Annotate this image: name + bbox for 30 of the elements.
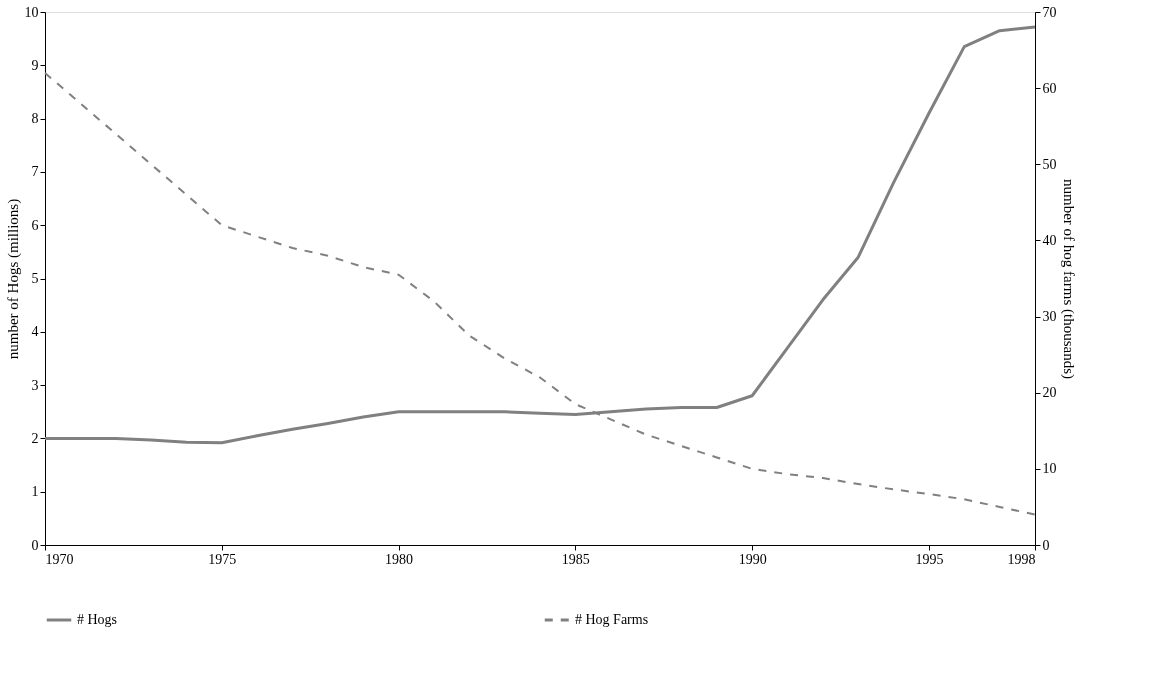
y-tick-label: 10 xyxy=(24,4,39,20)
y2-tick-label: 10 xyxy=(1042,461,1057,477)
y2-tick-label: 40 xyxy=(1042,232,1057,248)
y2-axis-title: number of hog farms (thousands) xyxy=(1059,179,1077,379)
y-axis-title: number of Hogs (millions) xyxy=(4,198,22,360)
y-tick-label: 8 xyxy=(31,111,39,127)
y-tick-label: 5 xyxy=(31,271,39,286)
x-tick-label: 1990 xyxy=(738,551,767,567)
y-tick-label: 1 xyxy=(31,484,39,500)
y2-tick-label: 60 xyxy=(1042,80,1057,96)
y2-tick-label: 70 xyxy=(1042,4,1057,20)
y-tick-label: 2 xyxy=(31,430,39,446)
legend-label: # Hogs xyxy=(77,612,118,627)
x-tick-label: 1985 xyxy=(561,551,590,567)
y-tick-label: 6 xyxy=(31,217,39,233)
y2-tick-label: 0 xyxy=(1042,537,1050,553)
x-tick-label: 1980 xyxy=(385,551,414,567)
y-tick-label: 3 xyxy=(31,377,39,393)
x-tick-label: 1975 xyxy=(208,551,237,567)
y2-tick-label: 50 xyxy=(1042,156,1057,172)
y-tick-label: 7 xyxy=(31,164,39,180)
y2-tick-label: 30 xyxy=(1042,309,1057,325)
x-tick-label: 1970 xyxy=(45,551,74,567)
y-tick-label: 9 xyxy=(31,57,39,73)
x-tick-label: 1995 xyxy=(915,551,944,567)
legend-label: # Hog Farms xyxy=(575,612,649,627)
x-tick-label: 1998 xyxy=(1007,551,1036,567)
y-tick-label: 0 xyxy=(31,537,39,553)
y2-tick-label: 20 xyxy=(1042,385,1057,401)
y-tick-label: 4 xyxy=(31,324,39,340)
